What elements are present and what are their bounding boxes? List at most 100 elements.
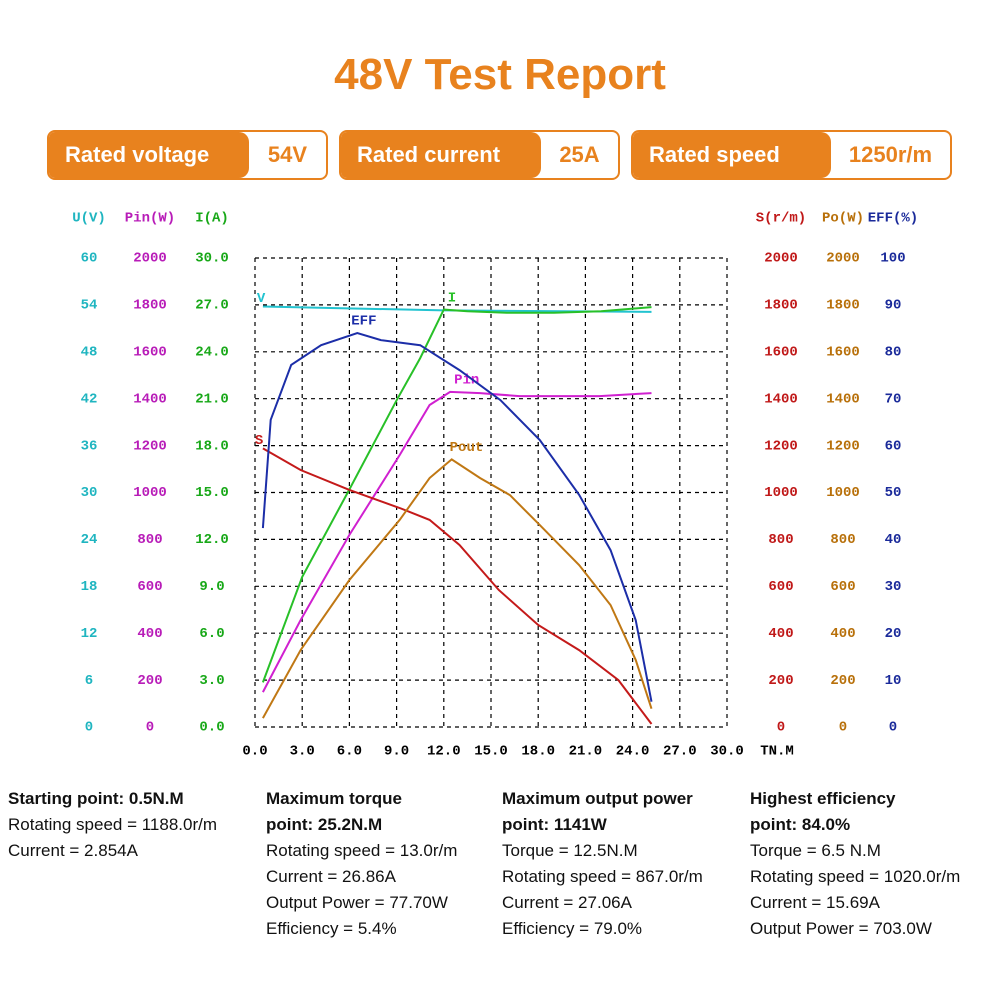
y-tick-label: 1400 [133, 391, 167, 407]
y-tick-label: 0 [777, 720, 785, 736]
note-line: Current = 26.86A [266, 867, 396, 886]
y-tick-label: 15.0 [195, 485, 229, 501]
badge-label: Rated voltage [49, 132, 249, 178]
x-tick-label: 0.0 [242, 744, 267, 760]
y-axis-title: EFF(%) [868, 211, 918, 227]
series-label: EFF [351, 314, 376, 330]
x-tick-label: 9.0 [384, 744, 409, 760]
y-tick-label: 1600 [764, 345, 798, 361]
x-tick-label: 21.0 [569, 744, 603, 760]
y-tick-label: 50 [885, 485, 902, 501]
series-line [261, 306, 652, 683]
y-tick-label: 70 [885, 391, 902, 407]
x-tick-label: 12.0 [427, 744, 461, 760]
y-tick-label: 36 [81, 438, 98, 454]
y-tick-label: 48 [81, 345, 98, 361]
y-tick-label: 600 [830, 579, 855, 595]
note-line: Current = 27.06A [502, 893, 632, 912]
y-tick-label: 1600 [826, 345, 860, 361]
y-tick-label: 600 [768, 579, 793, 595]
y-tick-label: 0.0 [199, 720, 224, 736]
badge-value: 1250r/m [848, 142, 933, 167]
y-tick-label: 400 [768, 626, 793, 642]
note-line: Rotating speed = 1020.0r/m [750, 867, 961, 886]
note-line: Output Power = 703.0W [750, 919, 932, 938]
note-line: Output Power = 77.70W [266, 893, 448, 912]
note-line: Efficiency = 5.4% [266, 919, 397, 938]
y-tick-label: 60 [81, 251, 98, 267]
y-tick-label: 1200 [764, 438, 798, 454]
y-tick-label: 20 [885, 626, 902, 642]
y-tick-label: 1800 [764, 298, 798, 314]
y-tick-label: 1800 [826, 298, 860, 314]
note: Maximum output power point: 1141W Torque … [502, 786, 727, 942]
series-label: S [255, 433, 263, 449]
y-tick-label: 0 [146, 720, 154, 736]
y-tick-label: 800 [830, 532, 855, 548]
y-tick-label: 100 [880, 251, 905, 267]
series-line [262, 390, 652, 693]
y-tick-label: 2000 [133, 251, 167, 267]
y-tick-label: 1000 [764, 485, 798, 501]
x-tick-label: 15.0 [474, 744, 508, 760]
note-line: Rotating speed = 867.0r/m [502, 867, 703, 886]
y-tick-label: 10 [885, 673, 902, 689]
note-line: Torque = 6.5 N.M [750, 841, 881, 860]
y-tick-label: 200 [137, 673, 162, 689]
y-tick-label: 1000 [133, 485, 167, 501]
y-tick-label: 42 [81, 391, 98, 407]
y-tick-label: 12.0 [195, 532, 229, 548]
y-tick-label: 40 [885, 532, 902, 548]
y-tick-label: 6.0 [199, 626, 224, 642]
title: 48V Test Report [334, 50, 666, 99]
x-tick-label: 30.0 [710, 744, 744, 760]
y-tick-label: 800 [137, 532, 162, 548]
y-tick-label: 2000 [826, 251, 860, 267]
series-line [261, 331, 653, 702]
series-line [262, 447, 653, 725]
y-tick-label: 1200 [133, 438, 167, 454]
y-tick-label: 18 [81, 579, 98, 595]
x-axis-label: TN.M [760, 744, 794, 760]
y-tick-label: 400 [137, 626, 162, 642]
badge: Rated speed 1250r/m [631, 130, 952, 180]
y-tick-label: 1000 [826, 485, 860, 501]
badge-value: 54V [267, 142, 308, 167]
y-tick-label: 600 [137, 579, 162, 595]
note: Starting point: 0.5N.M Rotating speed = 1… [8, 786, 268, 864]
y-tick-label: 24.0 [195, 345, 229, 361]
y-tick-label: 30.0 [195, 251, 229, 267]
series-line [262, 458, 653, 719]
y-tick-label: 30 [81, 485, 98, 501]
y-tick-label: 800 [768, 532, 793, 548]
y-tick-label: 1600 [133, 345, 167, 361]
series-label: Pin [454, 373, 479, 389]
series-label: I [448, 290, 456, 306]
y-tick-label: 0 [889, 720, 897, 736]
y-tick-label: 1800 [133, 298, 167, 314]
y-tick-label: 2000 [764, 251, 798, 267]
y-axis-title: U(V) [72, 211, 106, 227]
y-tick-label: 30 [885, 579, 902, 595]
y-tick-label: 21.0 [195, 391, 229, 407]
badge-value: 25A [559, 142, 600, 167]
note-line: Current = 2.854A [8, 841, 138, 860]
badge: Rated current 25A [339, 130, 620, 180]
x-tick-label: 24.0 [616, 744, 650, 760]
y-tick-label: 6 [85, 673, 93, 689]
y-tick-label: 12 [81, 626, 98, 642]
y-tick-label: 60 [885, 438, 902, 454]
badge: Rated voltage 54V [47, 130, 328, 180]
y-tick-label: 3.0 [199, 673, 224, 689]
x-tick-label: 27.0 [663, 744, 697, 760]
x-tick-label: 18.0 [521, 744, 555, 760]
y-tick-label: 1400 [764, 391, 798, 407]
y-tick-label: 1400 [826, 391, 860, 407]
note-line: Efficiency = 79.0% [502, 919, 643, 938]
y-tick-label: 0 [839, 720, 847, 736]
y-tick-label: 24 [81, 532, 98, 548]
note-title: Maximum output power point: 1141W [502, 789, 693, 834]
y-tick-label: 200 [830, 673, 855, 689]
y-tick-label: 400 [830, 626, 855, 642]
